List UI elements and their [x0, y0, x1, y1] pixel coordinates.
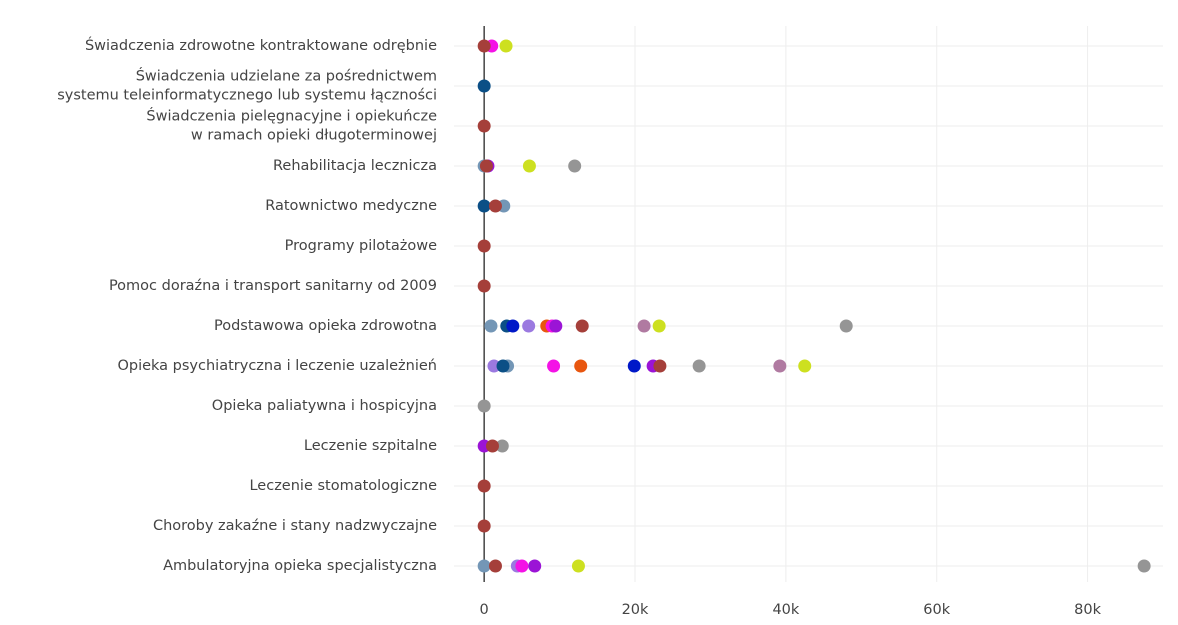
y-tick-label: Podstawowa opieka zdrowotna	[214, 318, 437, 334]
y-tick-label: Leczenie stomatologiczne	[249, 478, 437, 494]
dot	[506, 319, 520, 333]
y-tick-label: Pomoc doraźna i transport sanitarny od 2…	[109, 278, 437, 294]
dot	[1137, 559, 1151, 573]
dot	[495, 439, 509, 453]
dot	[477, 79, 491, 93]
dot	[488, 199, 502, 213]
dot	[485, 439, 499, 453]
dot	[479, 159, 493, 173]
x-tick-label: 60k	[923, 602, 950, 618]
dot	[692, 359, 706, 373]
y-tick-label: Świadczenia pielęgnacyjne i opiekuńcze w …	[146, 107, 437, 144]
dot	[627, 359, 641, 373]
dot	[477, 119, 491, 133]
dot	[574, 359, 588, 373]
y-tick-label: Leczenie szpitalne	[304, 438, 437, 454]
y-tick-label: Ambulatoryjna opieka specjalistyczna	[163, 558, 437, 574]
x-tick-label: 20k	[622, 602, 649, 618]
y-tick-label: Programy pilotażowe	[285, 238, 437, 254]
dot	[568, 159, 582, 173]
y-tick-label: Choroby zakaźne i stany nadzwyczajne	[153, 518, 437, 534]
dot	[547, 359, 561, 373]
x-tick-label: 40k	[772, 602, 799, 618]
x-tick-label: 0	[480, 602, 489, 618]
dot	[499, 39, 513, 53]
dot	[477, 279, 491, 293]
dot	[575, 319, 589, 333]
x-tick-label: 80k	[1074, 602, 1101, 618]
dot	[798, 359, 812, 373]
dot	[496, 359, 510, 373]
y-tick-label: Ratownictwo medyczne	[265, 198, 437, 214]
y-tick-label: Opieka paliatywna i hospicyjna	[212, 398, 437, 414]
dot	[477, 479, 491, 493]
dot	[549, 319, 563, 333]
dot	[652, 319, 666, 333]
dot	[839, 319, 853, 333]
y-tick-label: Świadczenia zdrowotne kontraktowane odrę…	[85, 36, 437, 54]
dot	[488, 559, 502, 573]
dot	[487, 359, 501, 373]
dot	[515, 559, 529, 573]
dot	[477, 519, 491, 533]
y-tick-label: Opieka psychiatryczna i leczenie uzależn…	[117, 358, 437, 374]
dot	[477, 239, 491, 253]
dot	[477, 559, 491, 573]
y-tick-label: Świadczenia udzielane za pośrednictwem sy…	[57, 67, 437, 104]
dot	[522, 319, 536, 333]
dot	[522, 159, 536, 173]
dot	[477, 399, 491, 413]
dot	[653, 359, 667, 373]
dot	[528, 559, 542, 573]
dot	[637, 319, 651, 333]
dot	[477, 39, 491, 53]
y-tick-label: Rehabilitacja lecznicza	[273, 158, 437, 174]
dot	[477, 199, 491, 213]
dot	[571, 559, 585, 573]
dot	[484, 319, 498, 333]
dot	[773, 359, 787, 373]
